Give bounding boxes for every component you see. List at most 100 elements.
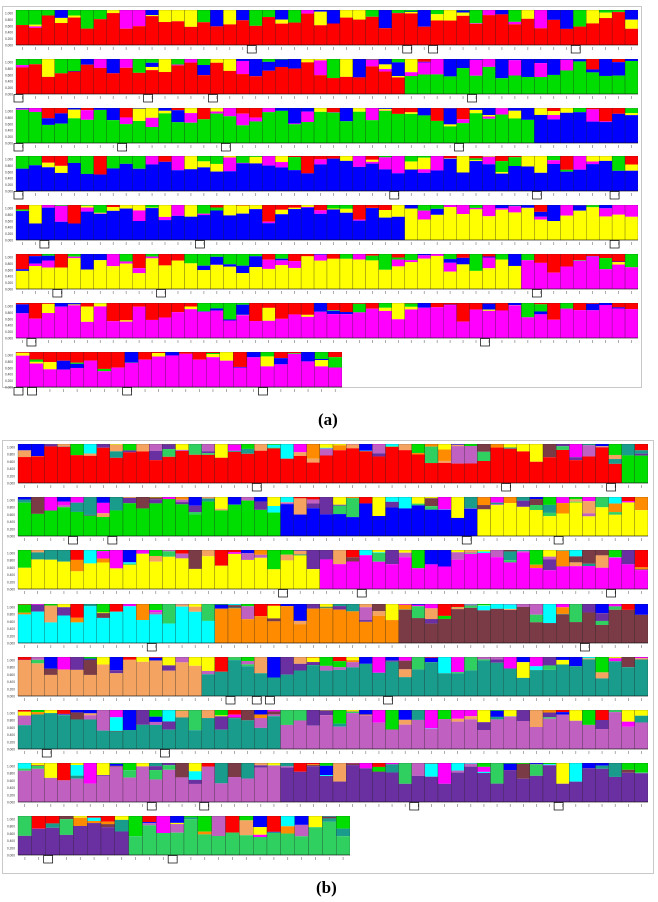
membership-segment (16, 107, 30, 109)
membership-segment (201, 550, 216, 557)
individual-bar (44, 710, 58, 750)
individual-bar (266, 816, 282, 856)
membership-segment (149, 609, 163, 612)
membership-segment (201, 497, 216, 499)
membership-segment (621, 564, 636, 590)
membership-segment (301, 207, 315, 241)
individual-bar (210, 205, 224, 241)
membership-segment (132, 254, 146, 269)
membership-segment (109, 764, 124, 767)
membership-segment (634, 658, 648, 660)
membership-segment (599, 205, 613, 209)
membership-segment (301, 10, 315, 14)
individual-bar (41, 205, 56, 241)
membership-segment (56, 369, 71, 387)
individual-bar (149, 497, 163, 537)
membership-segment (228, 603, 242, 605)
membership-segment (87, 821, 102, 824)
membership-segment (170, 824, 185, 834)
membership-segment (430, 255, 444, 289)
membership-segment (149, 611, 163, 615)
membership-segment (625, 60, 638, 94)
y-tick-label: 1.000 (7, 499, 15, 503)
individual-bar (529, 603, 544, 643)
membership-segment (18, 656, 32, 660)
membership-segment (560, 205, 574, 216)
membership-segment (114, 820, 129, 832)
membership-segment (54, 221, 69, 241)
membership-segment (490, 550, 504, 558)
membership-segment (184, 306, 198, 309)
individual-bar (482, 58, 496, 94)
membership-segment (67, 258, 82, 289)
individual-bar (17, 816, 33, 856)
membership-segment (333, 763, 347, 782)
membership-segment (456, 156, 470, 173)
membership-segment (210, 26, 224, 45)
membership-segment (236, 58, 250, 61)
membership-segment (93, 254, 108, 261)
individual-bar (149, 710, 163, 750)
membership-segment (327, 313, 341, 338)
membership-segment (378, 10, 393, 29)
membership-segment (96, 497, 111, 504)
membership-segment (495, 254, 509, 260)
membership-segment (119, 67, 133, 94)
membership-segment (314, 365, 329, 387)
membership-segment (503, 668, 518, 696)
individual-bar (175, 656, 189, 696)
individual-bar (149, 550, 163, 590)
membership-segment (262, 307, 276, 321)
individual-bar (469, 302, 483, 338)
individual-bar (542, 710, 557, 750)
membership-segment (365, 66, 380, 94)
membership-segment (93, 58, 108, 68)
membership-segment (608, 605, 623, 610)
membership-segment (608, 658, 623, 662)
individual-bar (239, 816, 254, 856)
y-tick-label: 0.800 (5, 262, 13, 266)
membership-segment (319, 775, 334, 777)
individual-bar (404, 254, 419, 290)
individual-bar (326, 10, 341, 46)
membership-segment (280, 504, 294, 537)
membership-segment (197, 10, 211, 23)
y-tick-label: 0.400 (5, 275, 13, 279)
highlight-box (13, 93, 24, 103)
individual-bar (411, 444, 426, 484)
membership-segment (106, 13, 120, 45)
membership-segment (16, 156, 30, 170)
membership-segment (319, 776, 334, 803)
membership-segment (430, 58, 444, 75)
membership-segment (634, 715, 648, 723)
membership-segment (175, 606, 189, 643)
membership-segment (132, 58, 146, 73)
membership-segment (451, 718, 465, 722)
membership-segment (54, 17, 69, 24)
membership-segment (352, 220, 367, 241)
individual-bar (464, 550, 478, 590)
membership-segment (54, 166, 69, 174)
membership-segment (424, 657, 439, 662)
membership-segment (288, 267, 302, 289)
individual-bar (158, 58, 172, 94)
membership-segment (225, 832, 240, 856)
membership-segment (41, 254, 56, 256)
individual-bar (15, 58, 30, 94)
individual-bar (59, 816, 74, 856)
membership-segment (41, 167, 56, 192)
individual-bar (122, 710, 137, 750)
individual-bar (391, 58, 406, 94)
membership-segment (430, 107, 444, 121)
individual-bar (287, 351, 302, 387)
y-tick-label: 0.800 (5, 67, 13, 71)
individual-bar (482, 10, 496, 46)
y-tick-label: 0.200 (5, 37, 13, 41)
membership-segment (430, 205, 444, 210)
membership-segment (171, 10, 185, 22)
membership-segment (57, 713, 71, 715)
membership-segment (18, 836, 33, 856)
membership-segment (391, 156, 406, 174)
